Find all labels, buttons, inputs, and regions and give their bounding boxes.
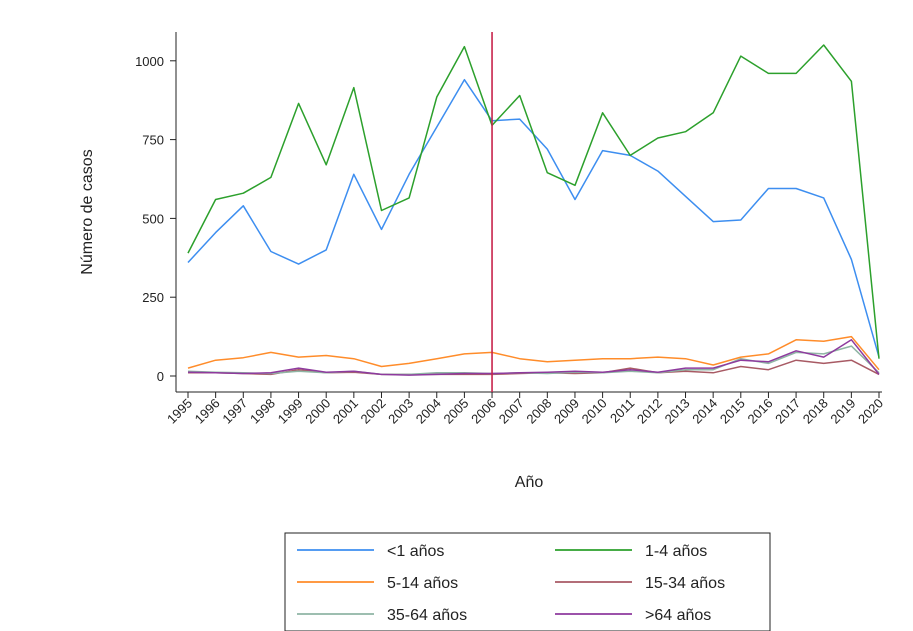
- x-tick-label: 2005: [440, 396, 471, 427]
- x-tick-label: 2014: [689, 396, 720, 427]
- x-tick-label: 2009: [551, 396, 582, 427]
- legend-label: 15-34 años: [645, 575, 725, 592]
- x-tick-label: 2003: [385, 396, 416, 427]
- series-line: [187, 335, 880, 371]
- x-axis-title: Año: [515, 474, 544, 491]
- x-tick-label: 2016: [745, 396, 776, 427]
- y-tick-label: 250: [142, 290, 164, 305]
- x-tick-label: 2013: [662, 396, 693, 427]
- x-tick-label: 2007: [496, 396, 527, 427]
- x-tick-label: 2008: [523, 396, 554, 427]
- series-line: [187, 339, 880, 376]
- y-axis: 0 250 500 750 1000: [135, 32, 177, 392]
- x-tick-label: 2017: [772, 396, 803, 427]
- y-tick-label: 1000: [135, 54, 164, 69]
- legend-label: 1-4 años: [645, 543, 707, 560]
- legend-label: 35-64 años: [387, 607, 467, 624]
- x-tick-label: 1995: [164, 396, 195, 427]
- plot-area: [187, 44, 880, 376]
- x-tick-label: 2000: [302, 396, 333, 427]
- legend-label: >64 años: [645, 607, 711, 624]
- x-tick-label: 2020: [855, 396, 886, 427]
- x-tick-label: 2001: [330, 396, 361, 427]
- x-tick-label: 2011: [607, 396, 637, 426]
- y-axis-title: Número de casos: [79, 149, 96, 274]
- x-tick-label: 2002: [358, 396, 389, 427]
- y-tick-label: 750: [142, 133, 164, 148]
- x-tick-label: 2015: [717, 396, 748, 427]
- legend: <1 años 1-4 años 5-14 años 15-34 años 35-64 …: [284, 532, 771, 631]
- x-tick-label: 2004: [413, 396, 444, 427]
- x-tick-label: 2012: [634, 396, 665, 427]
- legend-label: 5-14 años: [387, 575, 458, 592]
- legend-label: <1 años: [387, 543, 444, 560]
- series-line: [187, 44, 880, 359]
- y-tick-label: 0: [157, 369, 164, 384]
- x-tick-label: 1999: [275, 396, 306, 427]
- x-tick-label: 1996: [192, 396, 223, 427]
- x-tick-label: 2019: [827, 396, 858, 427]
- y-tick-label: 500: [142, 211, 164, 226]
- x-axis: 1995199619971998199920002001200220032004…: [164, 391, 886, 427]
- x-tick-label: 1997: [219, 396, 250, 427]
- x-tick-label: 2006: [468, 396, 499, 427]
- x-tick-label: 2010: [579, 396, 610, 427]
- x-tick-label: 1998: [247, 396, 278, 427]
- x-tick-label: 2018: [800, 396, 831, 427]
